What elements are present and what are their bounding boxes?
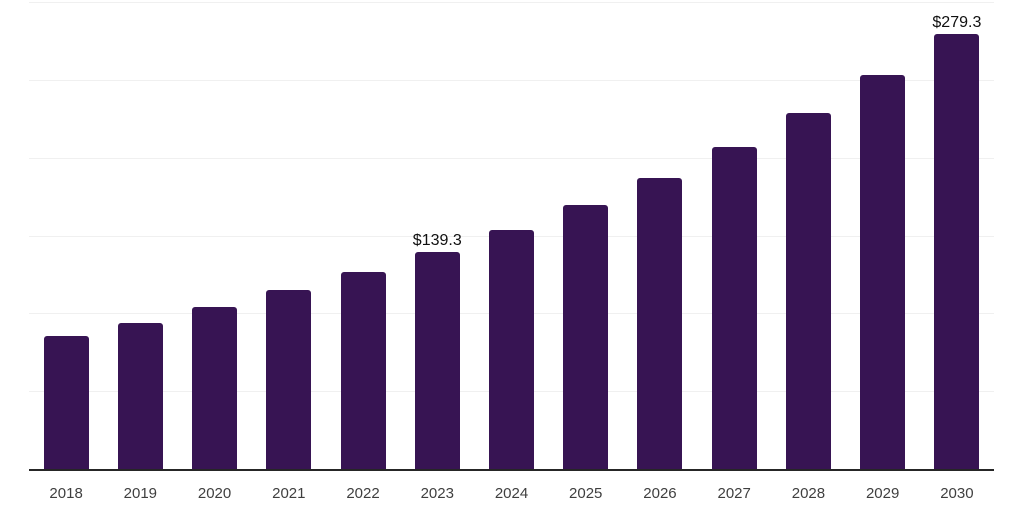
bar-2018 (43, 336, 89, 469)
bar-2023 (414, 252, 460, 469)
bar-2020 (192, 306, 238, 469)
x-tick-label: 2022 (346, 485, 380, 502)
bar-2029 (860, 75, 906, 469)
bar-2024 (489, 229, 534, 469)
bar-2028 (785, 113, 831, 469)
bar-2019 (117, 323, 163, 469)
bar-2021 (266, 289, 312, 469)
value-label-2023: $139.3 (412, 232, 462, 250)
bar-2030 (934, 34, 980, 469)
gridline (29, 2, 994, 3)
bar-2026 (637, 178, 683, 469)
x-tick-label: 2020 (197, 485, 232, 502)
bar-2022 (340, 271, 386, 469)
x-tick-label: 2029 (865, 485, 900, 502)
x-tick-label: 2019 (123, 485, 158, 502)
value-label-2030: $279.3 (932, 14, 982, 32)
gridline (29, 157, 994, 159)
x-tick-label: 2027 (717, 485, 751, 502)
x-tick-label: 2025 (569, 485, 603, 502)
x-tick-label: 2024 (494, 485, 529, 502)
x-tick-label: 2021 (272, 485, 306, 502)
x-tick-label: 2028 (791, 485, 826, 502)
plot-area (29, 0, 994, 469)
x-tick-label: 2023 (420, 485, 454, 502)
x-tick-label: 2030 (940, 485, 974, 502)
x-axis-line (29, 469, 994, 471)
bar-2025 (563, 204, 609, 469)
x-tick-label: 2026 (643, 485, 677, 502)
bar-2027 (711, 147, 757, 469)
gridline (29, 79, 994, 81)
x-tick-label: 2018 (49, 485, 83, 502)
